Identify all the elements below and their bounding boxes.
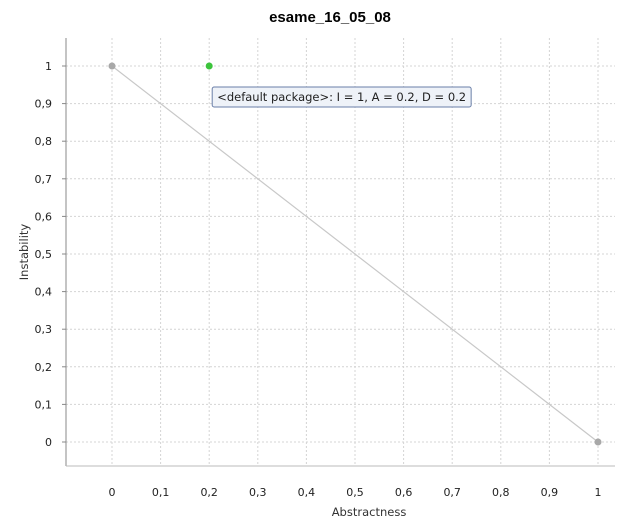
main-sequence-endpoints <box>108 62 602 446</box>
x-tick-label: 0,4 <box>298 486 316 499</box>
data-points <box>205 62 213 70</box>
y-tick-label: 0,4 <box>35 286 53 299</box>
y-tick-label: 0,8 <box>35 135 53 148</box>
plot-area <box>66 38 615 466</box>
x-tick-label: 1 <box>595 486 602 499</box>
main-sequence-endpoint <box>108 62 116 70</box>
x-tick-label: 0,7 <box>443 486 461 499</box>
main-sequence-line <box>111 65 599 443</box>
x-axis-label: Abstractness <box>332 505 407 519</box>
y-tick-label: 0,9 <box>35 98 53 111</box>
y-tick-label: 1 <box>45 60 52 73</box>
y-tick-label: 0,3 <box>35 323 53 336</box>
y-tick-label: 0,6 <box>35 210 53 223</box>
y-tick-label: 0,2 <box>35 361 53 374</box>
y-tick-label: 0,5 <box>35 248 53 261</box>
x-tick-label: 0,9 <box>541 486 559 499</box>
tooltip-text: <default package>: I = 1, A = 0.2, D = 0… <box>217 90 466 104</box>
x-tick-label: 0,5 <box>346 486 364 499</box>
y-tick-label: 0 <box>45 436 52 449</box>
x-tick-label: 0,8 <box>492 486 510 499</box>
y-axis-label: Instability <box>17 224 31 281</box>
main-sequence-endpoint <box>594 438 602 446</box>
y-tick-label: 0,1 <box>35 398 53 411</box>
x-tick-label: 0,3 <box>249 486 267 499</box>
x-axis-ticks: 0 0,1 0,2 0,3 0,4 0,5 0,6 0,7 0,8 0,9 1 <box>109 486 602 499</box>
x-tick-label: 0,1 <box>152 486 170 499</box>
grid-lines <box>66 38 615 466</box>
x-tick-label: 0 <box>109 486 116 499</box>
y-axis-ticks: 0 0,1 0,2 0,3 0,4 0,5 0,6 0,7 0,8 0,9 1 <box>35 60 66 449</box>
data-point[interactable] <box>205 62 213 70</box>
point-tooltip: <default package>: I = 1, A = 0.2, D = 0… <box>211 86 472 108</box>
tooltip-box <box>211 86 472 108</box>
chart-title: esame_16_05_08 <box>269 9 391 26</box>
x-tick-label: 0,2 <box>200 486 218 499</box>
y-tick-label: 0,7 <box>35 173 53 186</box>
x-tick-label: 0,6 <box>395 486 413 499</box>
